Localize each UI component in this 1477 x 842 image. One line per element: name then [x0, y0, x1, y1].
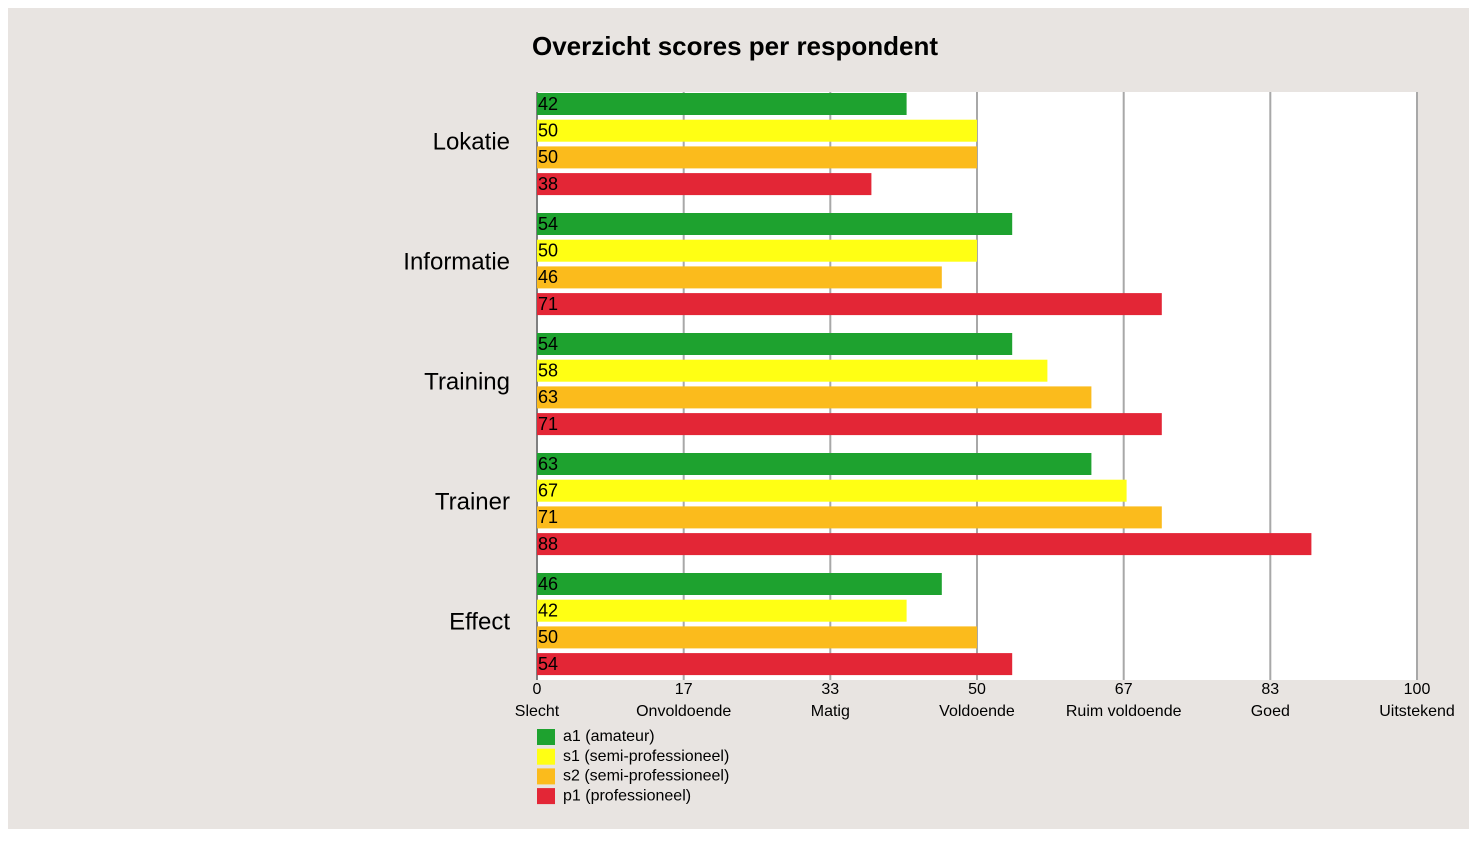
- data-label: 63: [538, 454, 558, 474]
- x-tick-name: Ruim voldoende: [1066, 703, 1182, 720]
- x-tick-name: Uitstekend: [1379, 703, 1455, 720]
- legend-swatch: [537, 729, 555, 745]
- legend-swatch: [537, 768, 555, 785]
- legend-swatch: [537, 748, 555, 765]
- bar: [537, 533, 1312, 556]
- chart-title: Overzicht scores per respondent: [532, 31, 938, 61]
- data-label: 54: [538, 214, 558, 234]
- bar: [537, 333, 1013, 355]
- bar: [537, 293, 1162, 316]
- data-label: 38: [538, 174, 558, 194]
- data-label: 71: [538, 507, 558, 527]
- y-tick-label: Training: [424, 368, 510, 395]
- x-tick-name: Goed: [1251, 703, 1290, 720]
- data-label: 71: [538, 294, 558, 314]
- bar: [537, 506, 1162, 529]
- bar: [537, 119, 977, 142]
- data-label: 54: [538, 654, 558, 674]
- data-label: 50: [538, 627, 558, 647]
- data-label: 88: [538, 534, 558, 554]
- bar: [537, 599, 907, 622]
- bar: [537, 453, 1092, 475]
- y-tick-label: Lokatie: [433, 128, 510, 155]
- y-tick-label: Informatie: [403, 248, 510, 275]
- legend-label: a1 (amateur): [563, 728, 655, 745]
- bar: [537, 479, 1127, 502]
- bar: [537, 573, 942, 595]
- legend-label: s2 (semi-professioneel): [563, 768, 729, 785]
- data-label: 67: [538, 480, 558, 500]
- bar: [537, 413, 1162, 436]
- bar: [537, 213, 1013, 235]
- legend-label: p1 (professioneel): [563, 787, 691, 804]
- x-tick-label: 33: [821, 681, 839, 698]
- data-label: 54: [538, 334, 558, 354]
- data-label: 63: [538, 387, 558, 407]
- bar: [537, 266, 942, 289]
- y-tick-label: Trainer: [435, 488, 510, 515]
- data-label: 46: [538, 267, 558, 287]
- data-label: 58: [538, 360, 558, 380]
- x-tick-label: 100: [1404, 681, 1431, 698]
- x-tick-label: 83: [1261, 681, 1279, 698]
- data-label: 42: [538, 94, 558, 114]
- legend-swatch: [537, 788, 555, 805]
- x-tick-label: 50: [968, 681, 986, 698]
- data-label: 50: [538, 120, 558, 140]
- x-tick-label: 67: [1115, 681, 1133, 698]
- bar: [537, 239, 977, 262]
- bar: [537, 626, 977, 649]
- y-tick-label: Effect: [449, 608, 510, 635]
- bar: [537, 653, 1013, 676]
- x-tick-name: Slecht: [515, 703, 560, 720]
- x-tick-label: 17: [675, 681, 693, 698]
- bar: [537, 386, 1092, 409]
- legend-label: s1 (semi-professioneel): [563, 748, 729, 765]
- x-tick-name: Voldoende: [939, 703, 1015, 720]
- data-label: 71: [538, 414, 558, 434]
- x-tick-name: Onvoldoende: [636, 703, 731, 720]
- bar: [537, 359, 1048, 382]
- data-label: 46: [538, 574, 558, 594]
- bar: [537, 93, 907, 115]
- x-tick-label: 0: [533, 681, 542, 698]
- data-label: 50: [538, 147, 558, 167]
- bar: [537, 173, 872, 196]
- x-tick-name: Matig: [811, 703, 850, 720]
- data-label: 42: [538, 600, 558, 620]
- data-label: 50: [538, 240, 558, 260]
- bar: [537, 146, 977, 169]
